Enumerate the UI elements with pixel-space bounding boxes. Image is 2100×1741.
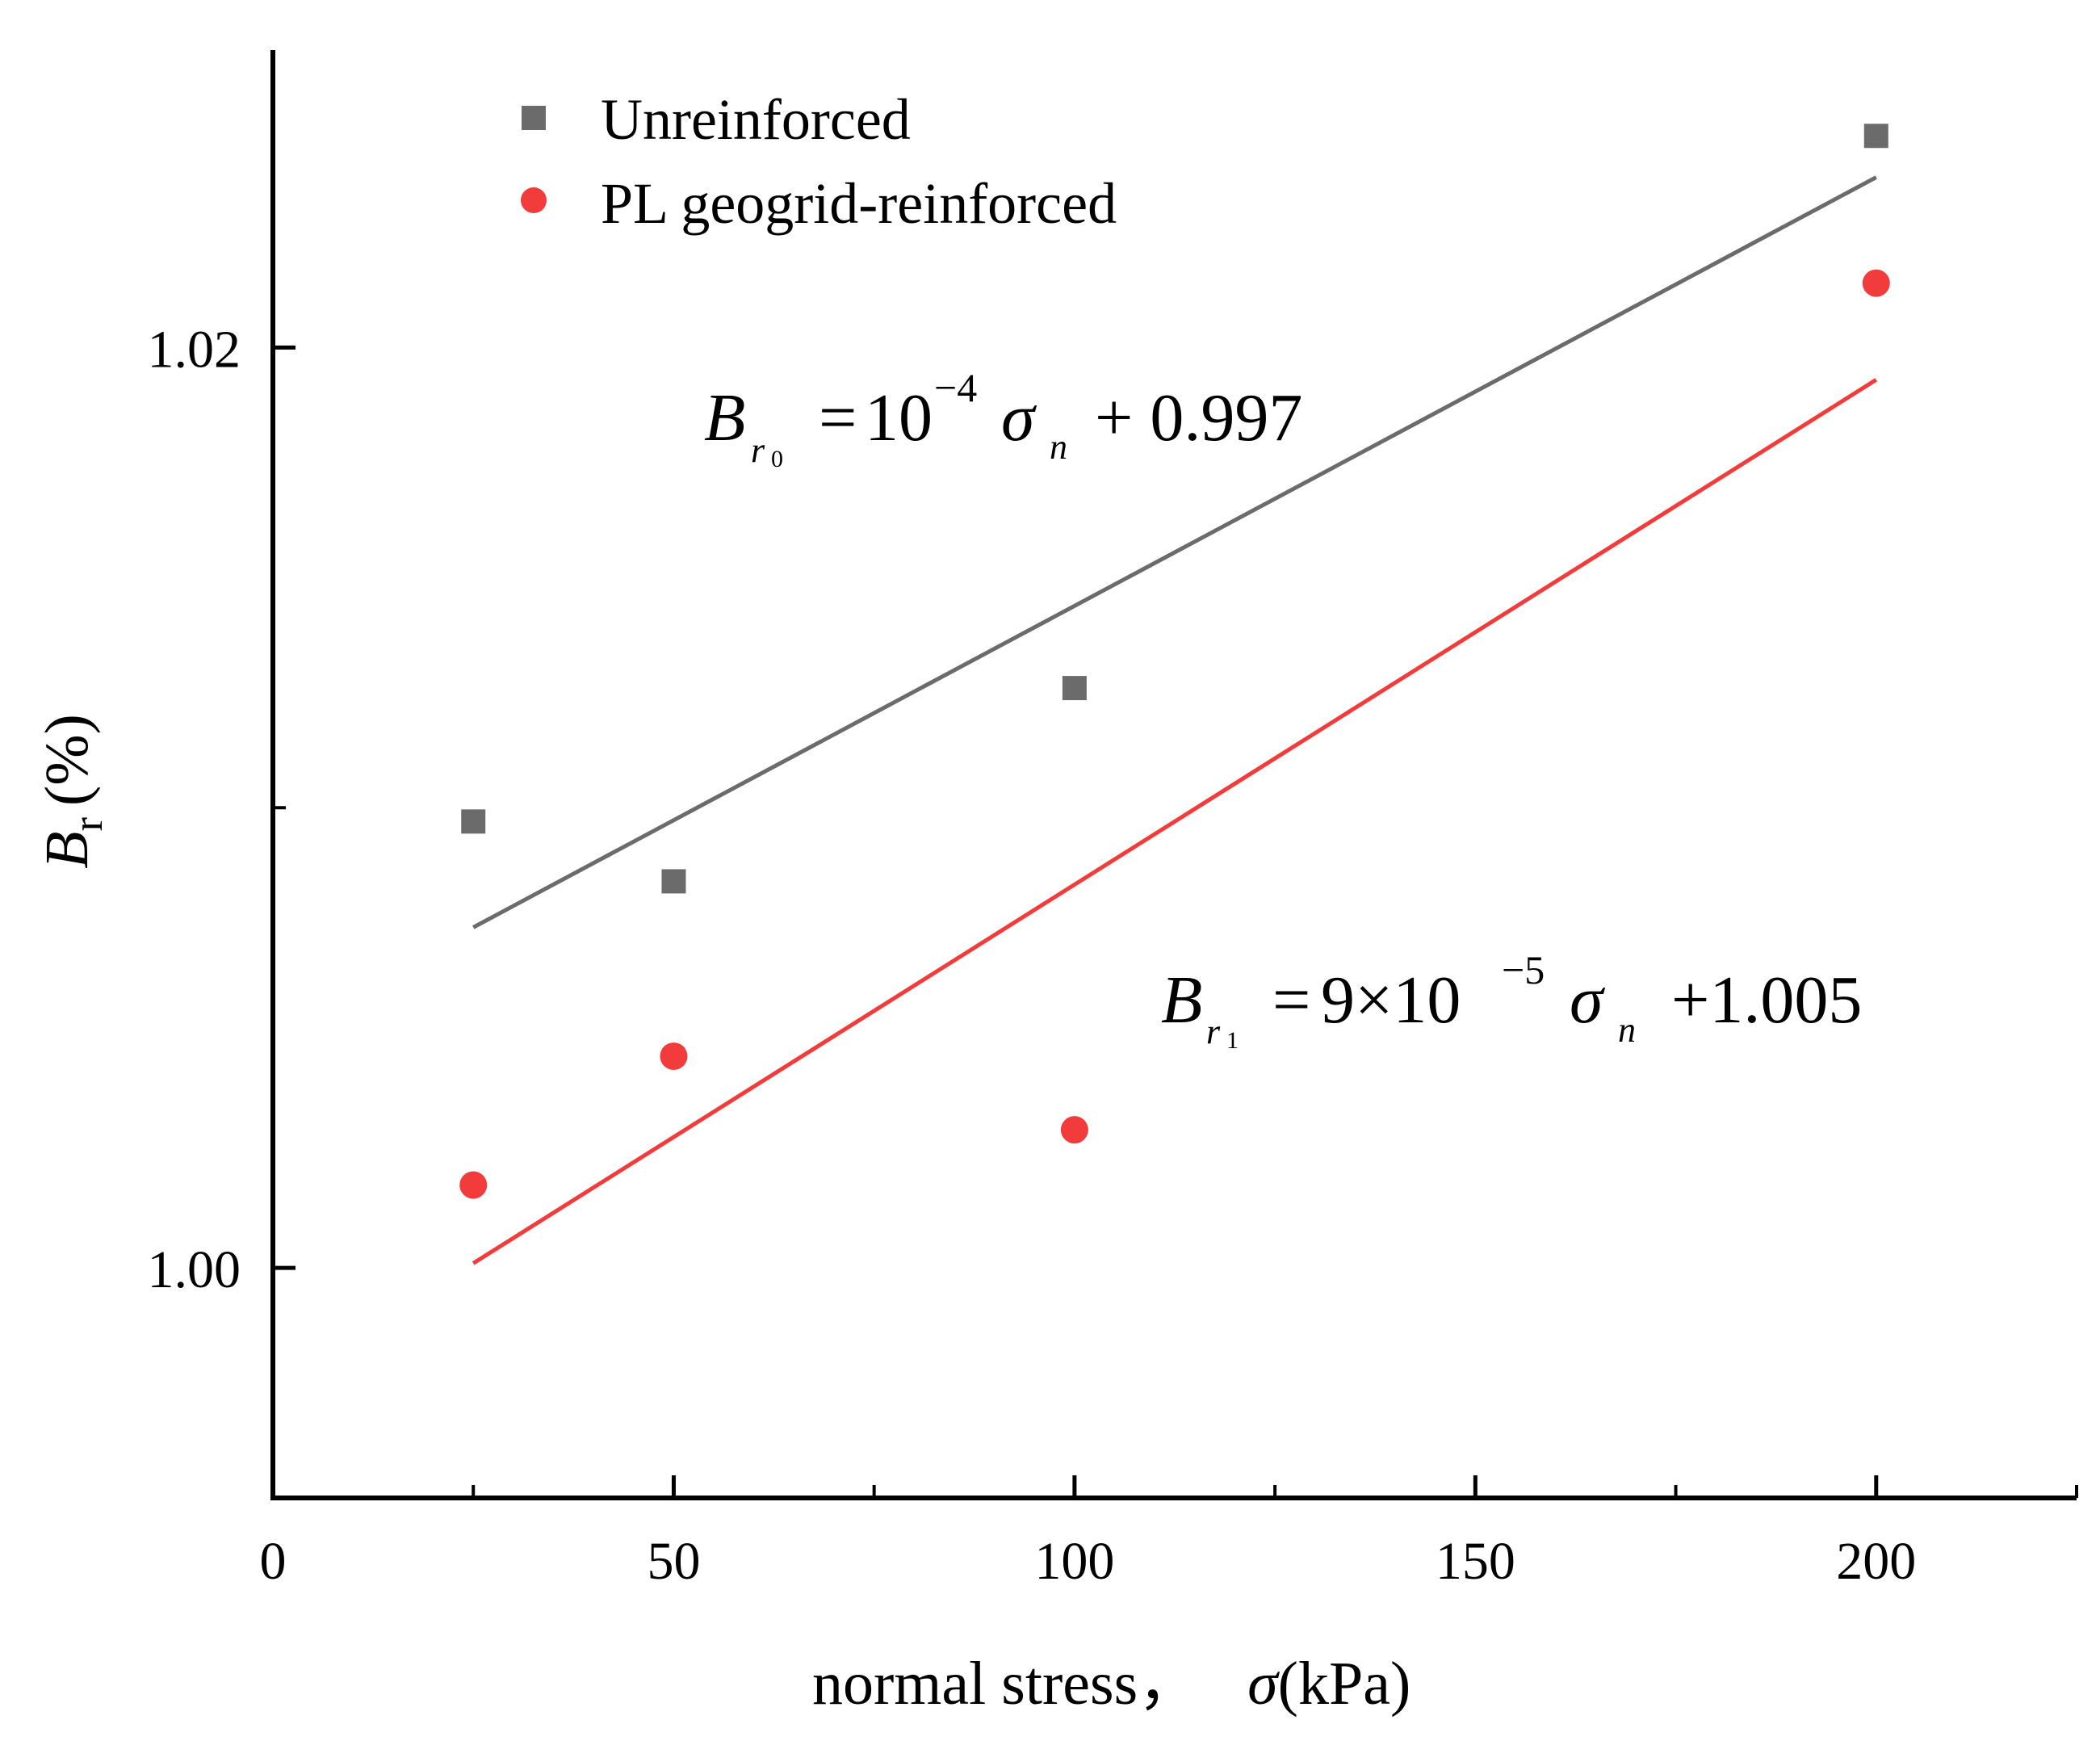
y-axis-title: Br (%) bbox=[33, 714, 111, 869]
eq0-exp: −4 bbox=[934, 365, 977, 410]
x-title-text: normal stress， bbox=[812, 1650, 1199, 1718]
eq0-var: σ bbox=[1001, 380, 1037, 455]
eq0-var-sub: n bbox=[1050, 427, 1067, 467]
eq0-coef: 10 bbox=[865, 380, 933, 455]
x-tick-label: 200 bbox=[1836, 1532, 1916, 1591]
y-ticks bbox=[273, 345, 296, 1270]
y-tick-label: 1.00 bbox=[148, 1240, 241, 1299]
point-reinforced bbox=[660, 1042, 688, 1070]
point-reinforced bbox=[1060, 1116, 1088, 1144]
point-reinforced bbox=[459, 1171, 488, 1199]
y-tick-labels: 1.00 1.02 bbox=[148, 320, 241, 1299]
x-tick-label: 150 bbox=[1436, 1532, 1515, 1591]
legend: Unreinforced PL geogrid-reinforced bbox=[521, 87, 1117, 236]
legend-label-reinforced: PL geogrid-reinforced bbox=[601, 171, 1117, 236]
axes bbox=[270, 50, 2077, 1500]
legend-label-unreinforced: Unreinforced bbox=[601, 87, 911, 152]
eq1-lhs-sub: r bbox=[1206, 1012, 1221, 1051]
point-unreinforced bbox=[461, 809, 486, 834]
legend-marker-reinforced bbox=[521, 187, 547, 213]
svg-text:Br(%): Br (%) bbox=[33, 714, 111, 869]
x-tick-label: 50 bbox=[647, 1532, 700, 1591]
eq0-lhs-sub: r bbox=[751, 430, 765, 470]
eq1-rest: +1.005 bbox=[1671, 963, 1862, 1038]
eq1-exp: −5 bbox=[1502, 947, 1545, 992]
equation-unreinforced: B r 0 = 10 −4 σ n + 0.997 bbox=[704, 365, 1302, 472]
eq1-coef: 9×10 bbox=[1321, 963, 1461, 1038]
eq0-rest: + 0.997 bbox=[1095, 380, 1302, 455]
x-title-unit: (kPa) bbox=[1278, 1650, 1411, 1718]
x-axis-title: normal stress， σ(kPa) bbox=[812, 1650, 1410, 1718]
eq0-lhs: B bbox=[704, 380, 745, 455]
eq1-var-sub: n bbox=[1618, 1010, 1636, 1050]
point-unreinforced bbox=[1863, 124, 1888, 149]
eq1-lhs-subsub: 1 bbox=[1226, 1027, 1239, 1054]
x-tick-labels: 0 50 100 150 200 bbox=[260, 1532, 1917, 1591]
fit-lines bbox=[472, 175, 1878, 1265]
x-tick-label: 0 bbox=[260, 1532, 287, 1591]
eq1-lhs: B bbox=[1161, 963, 1202, 1038]
eq1-equals: = bbox=[1272, 963, 1310, 1038]
x-tick-label: 100 bbox=[1034, 1532, 1114, 1591]
point-unreinforced bbox=[1062, 676, 1087, 701]
eq0-lhs-subsub: 0 bbox=[771, 446, 783, 472]
y-title-unit: (%) bbox=[33, 714, 101, 806]
data-markers bbox=[459, 124, 1890, 1199]
point-unreinforced bbox=[661, 869, 686, 894]
eq0-equals: = bbox=[819, 380, 857, 455]
point-reinforced bbox=[1862, 269, 1890, 297]
fit-line-unreinforced bbox=[472, 175, 1877, 929]
equation-reinforced: B r 1 = 9×10 −5 σ n +1.005 bbox=[1161, 947, 1862, 1054]
fit-line-reinforced bbox=[472, 378, 1878, 1265]
x-title-symbol: σ bbox=[1247, 1650, 1280, 1718]
y-title-symbol: B bbox=[33, 831, 101, 868]
legend-marker-unreinforced bbox=[522, 106, 546, 130]
y-title-subscript: r bbox=[65, 817, 111, 831]
y-tick-label: 1.02 bbox=[148, 320, 241, 379]
x-ticks bbox=[270, 1475, 2078, 1498]
eq1-var: σ bbox=[1570, 963, 1606, 1038]
